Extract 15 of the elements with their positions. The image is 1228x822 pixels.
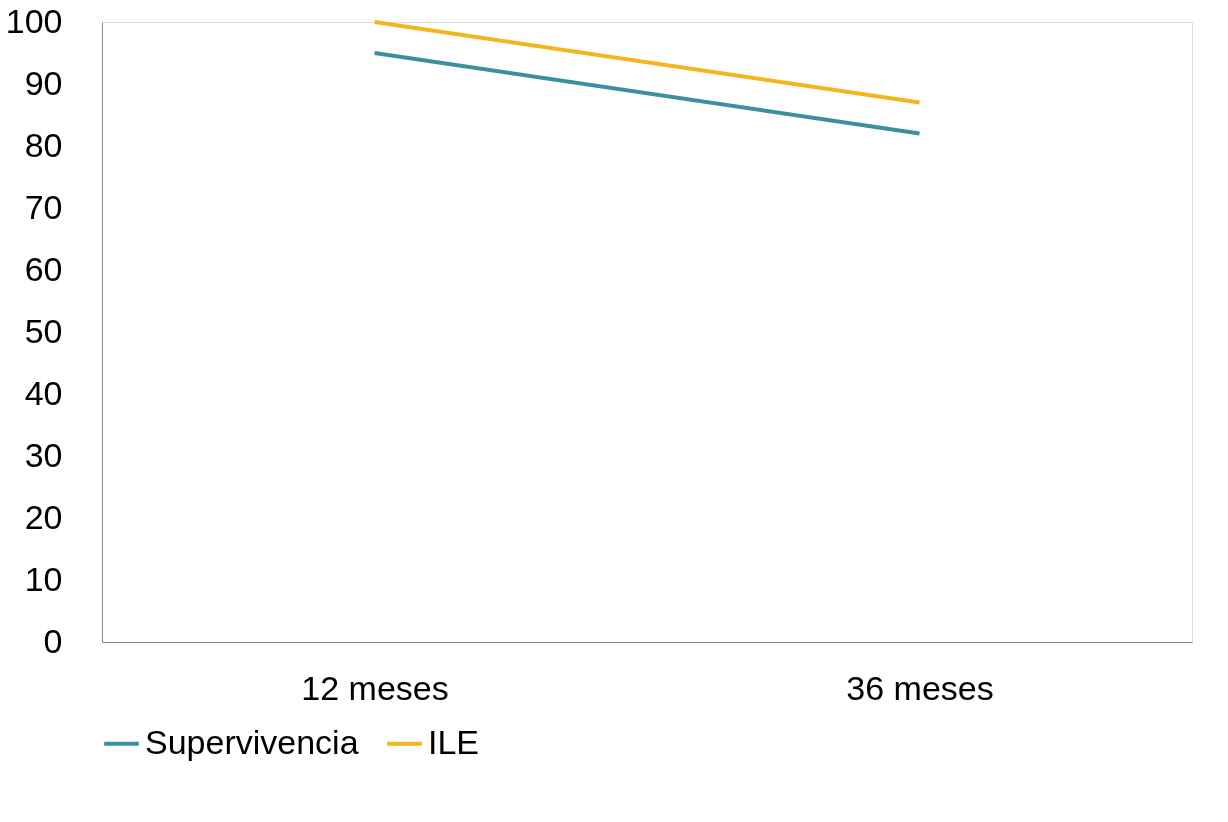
x-tick-label: 36 meses xyxy=(846,668,994,707)
y-tick-label: 90 xyxy=(24,63,63,102)
x-tick-label: 12 meses xyxy=(301,668,449,707)
y-tick-label: 0 xyxy=(43,621,63,660)
legend-label: ILE xyxy=(428,722,480,761)
y-tick-label: 40 xyxy=(24,373,63,412)
y-tick-label: 50 xyxy=(24,311,63,350)
legend-label: Supervivencia xyxy=(145,722,359,761)
y-tick-label: 60 xyxy=(24,249,63,288)
y-tick-label: 10 xyxy=(24,559,63,598)
y-tick-label: 20 xyxy=(24,497,63,536)
y-tick-label: 100 xyxy=(5,1,63,40)
y-tick-label: 80 xyxy=(24,125,63,164)
y-tick-label: 70 xyxy=(24,187,63,226)
y-tick-label: 30 xyxy=(24,435,63,474)
